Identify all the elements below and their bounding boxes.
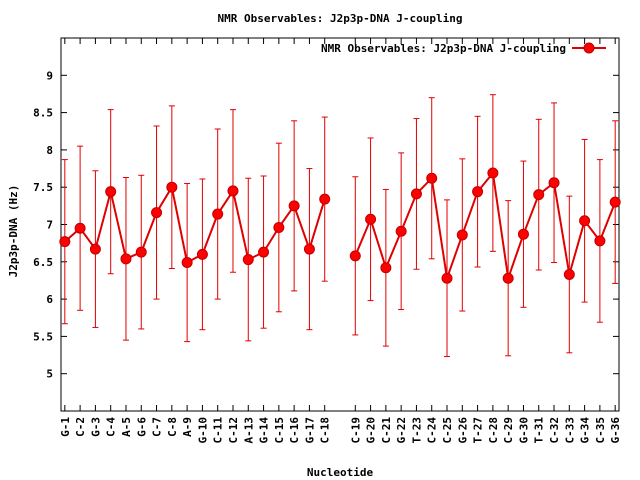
- data-point: [517, 228, 529, 240]
- data-point: [472, 186, 484, 198]
- y-tick-label: 8.5: [33, 107, 53, 120]
- data-point: [502, 272, 514, 284]
- plot-frame: [60, 37, 620, 412]
- y-axis-label: J2p3p-DNA (Hz): [7, 185, 20, 278]
- x-tick-label: C-2: [74, 417, 87, 437]
- x-tick-label: A-9: [181, 417, 194, 437]
- data-point: [227, 185, 239, 197]
- x-tick-label: G-20: [365, 417, 378, 444]
- x-tick-label: T-27: [472, 417, 485, 444]
- y-tick-label: 5.5: [33, 330, 53, 343]
- y-tick-label: 7.5: [33, 181, 53, 194]
- x-tick-label: C-19: [349, 417, 362, 444]
- data-point: [563, 268, 575, 280]
- data-point: [594, 235, 606, 247]
- data-point: [349, 250, 361, 262]
- legend-swatch-marker: [583, 42, 595, 54]
- data-point: [212, 208, 224, 220]
- data-points: [59, 167, 621, 284]
- data-point: [288, 200, 300, 212]
- x-tick-label: G-17: [303, 417, 316, 444]
- legend-label: NMR Observables: J2p3p-DNA J-coupling: [321, 42, 566, 55]
- series-line: [64, 170, 617, 279]
- x-tick-label: T-23: [410, 417, 423, 444]
- y-tick-label: 6.5: [33, 256, 53, 269]
- y-tick-label: 8: [46, 144, 53, 157]
- x-axis-label: Nucleotide: [307, 466, 374, 479]
- x-tick-label: G-34: [579, 417, 592, 444]
- x-axis-ticks: G-1 C-2 G-3 C-4 A-5 G-6 C-7 C-8 A-9 G-10 C-11 C-12 A…: [59, 38, 622, 444]
- data-point: [258, 246, 270, 258]
- y-tick-label: 6: [46, 293, 53, 306]
- x-tick-label: G-6: [135, 417, 148, 437]
- chart-title: NMR Observables: J2p3p-DNA J-coupling: [217, 12, 462, 25]
- error-bars: [61, 94, 619, 358]
- data-point: [303, 243, 315, 255]
- data-point: [120, 253, 132, 265]
- data-point: [196, 248, 208, 260]
- data-point: [380, 262, 392, 274]
- data-point: [59, 236, 71, 248]
- data-point: [548, 177, 560, 189]
- x-tick-label: C-25: [441, 417, 454, 444]
- data-point: [426, 172, 438, 184]
- x-tick-label: G-10: [196, 417, 209, 444]
- y-tick-label: 5: [46, 368, 53, 381]
- legend: NMR Observables: J2p3p-DNA J-coupling: [321, 42, 606, 55]
- x-tick-label: C-18: [319, 417, 332, 444]
- x-tick-label: C-24: [426, 417, 439, 444]
- data-point: [579, 215, 591, 227]
- x-tick-label: C-32: [548, 417, 561, 444]
- data-point: [395, 225, 407, 237]
- y-tick-label: 9: [46, 69, 53, 82]
- x-tick-label: C-29: [502, 417, 515, 444]
- x-tick-label: A-5: [120, 417, 133, 437]
- x-tick-label: C-35: [594, 417, 607, 444]
- y-tick-label: 7: [46, 219, 53, 232]
- data-point: [181, 257, 193, 269]
- x-tick-label: G-22: [395, 417, 408, 444]
- data-point: [487, 167, 499, 179]
- x-tick-label: C-16: [288, 417, 301, 444]
- data-point: [135, 246, 147, 258]
- x-tick-label: C-28: [487, 417, 500, 444]
- data-point: [410, 188, 422, 200]
- data-point: [441, 272, 453, 284]
- x-tick-label: C-8: [166, 417, 179, 437]
- y-axis-ticks: 5 5.5 6 6.5 7 7.5 8 8.5 9: [33, 69, 619, 381]
- x-tick-label: G-1: [59, 417, 72, 437]
- x-tick-label: T-31: [533, 417, 546, 444]
- data-point: [74, 222, 86, 234]
- data-point: [242, 254, 254, 266]
- x-tick-label: C-12: [227, 417, 240, 444]
- data-point: [151, 207, 163, 219]
- data-point: [273, 221, 285, 233]
- x-tick-label: C-11: [212, 417, 225, 444]
- data-point: [533, 189, 545, 201]
- data-point: [456, 229, 468, 241]
- x-tick-label: C-15: [273, 417, 286, 444]
- data-point: [319, 193, 331, 205]
- x-tick-label: G-36: [609, 417, 622, 444]
- x-tick-label: C-7: [151, 417, 164, 437]
- data-point: [105, 186, 117, 198]
- x-tick-label: C-33: [563, 417, 576, 444]
- x-tick-label: C-4: [105, 417, 118, 437]
- data-point: [609, 196, 621, 208]
- x-tick-label: G-26: [456, 417, 469, 444]
- data-point: [365, 213, 377, 225]
- x-tick-label: G-3: [89, 417, 102, 437]
- x-tick-label: A-13: [242, 417, 255, 444]
- x-tick-label: G-30: [517, 417, 530, 444]
- data-point: [166, 181, 178, 193]
- x-tick-label: G-14: [258, 417, 271, 444]
- x-tick-label: C-21: [380, 417, 393, 444]
- data-point: [89, 243, 101, 255]
